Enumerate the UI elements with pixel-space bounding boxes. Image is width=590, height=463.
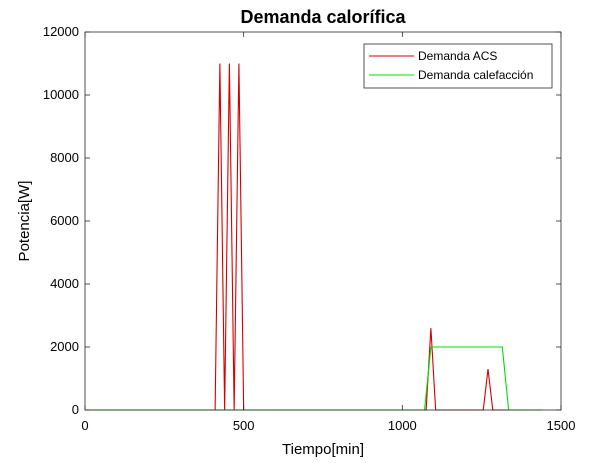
y-tick-label: 8000 — [50, 150, 79, 165]
y-tick-label: 10000 — [43, 87, 79, 102]
chart-title: Demanda calorífica — [240, 7, 406, 27]
series-line-2 — [85, 346, 542, 411]
x-tick-label: 0 — [81, 418, 88, 433]
legend: Demanda ACS Demanda calefacción — [363, 43, 553, 89]
plot-area-frame — [84, 31, 562, 411]
ticks-layer: 0 500 1000 1500 0 2000 4000 6000 8000 10000 12000 — [43, 24, 576, 433]
y-tick-label: 6000 — [50, 213, 79, 228]
y-tick-label: 0 — [72, 402, 79, 417]
y-tick-label: 12000 — [43, 24, 79, 39]
y-tick-label: 2000 — [50, 339, 79, 354]
series-layer — [85, 63, 542, 411]
x-axis-label: Tiempo[min] — [282, 441, 364, 458]
series-line-1 — [85, 63, 542, 411]
y-tick-label: 4000 — [50, 276, 79, 291]
y-axis-label: Potencia[W] — [16, 181, 33, 262]
x-tick-label: 500 — [233, 418, 255, 433]
x-tick-label: 1500 — [547, 418, 576, 433]
legend-label: Demanda ACS — [418, 49, 497, 63]
x-tick-label: 1000 — [388, 418, 417, 433]
legend-label: Demanda calefacción — [418, 68, 533, 82]
legend-box — [363, 43, 553, 89]
